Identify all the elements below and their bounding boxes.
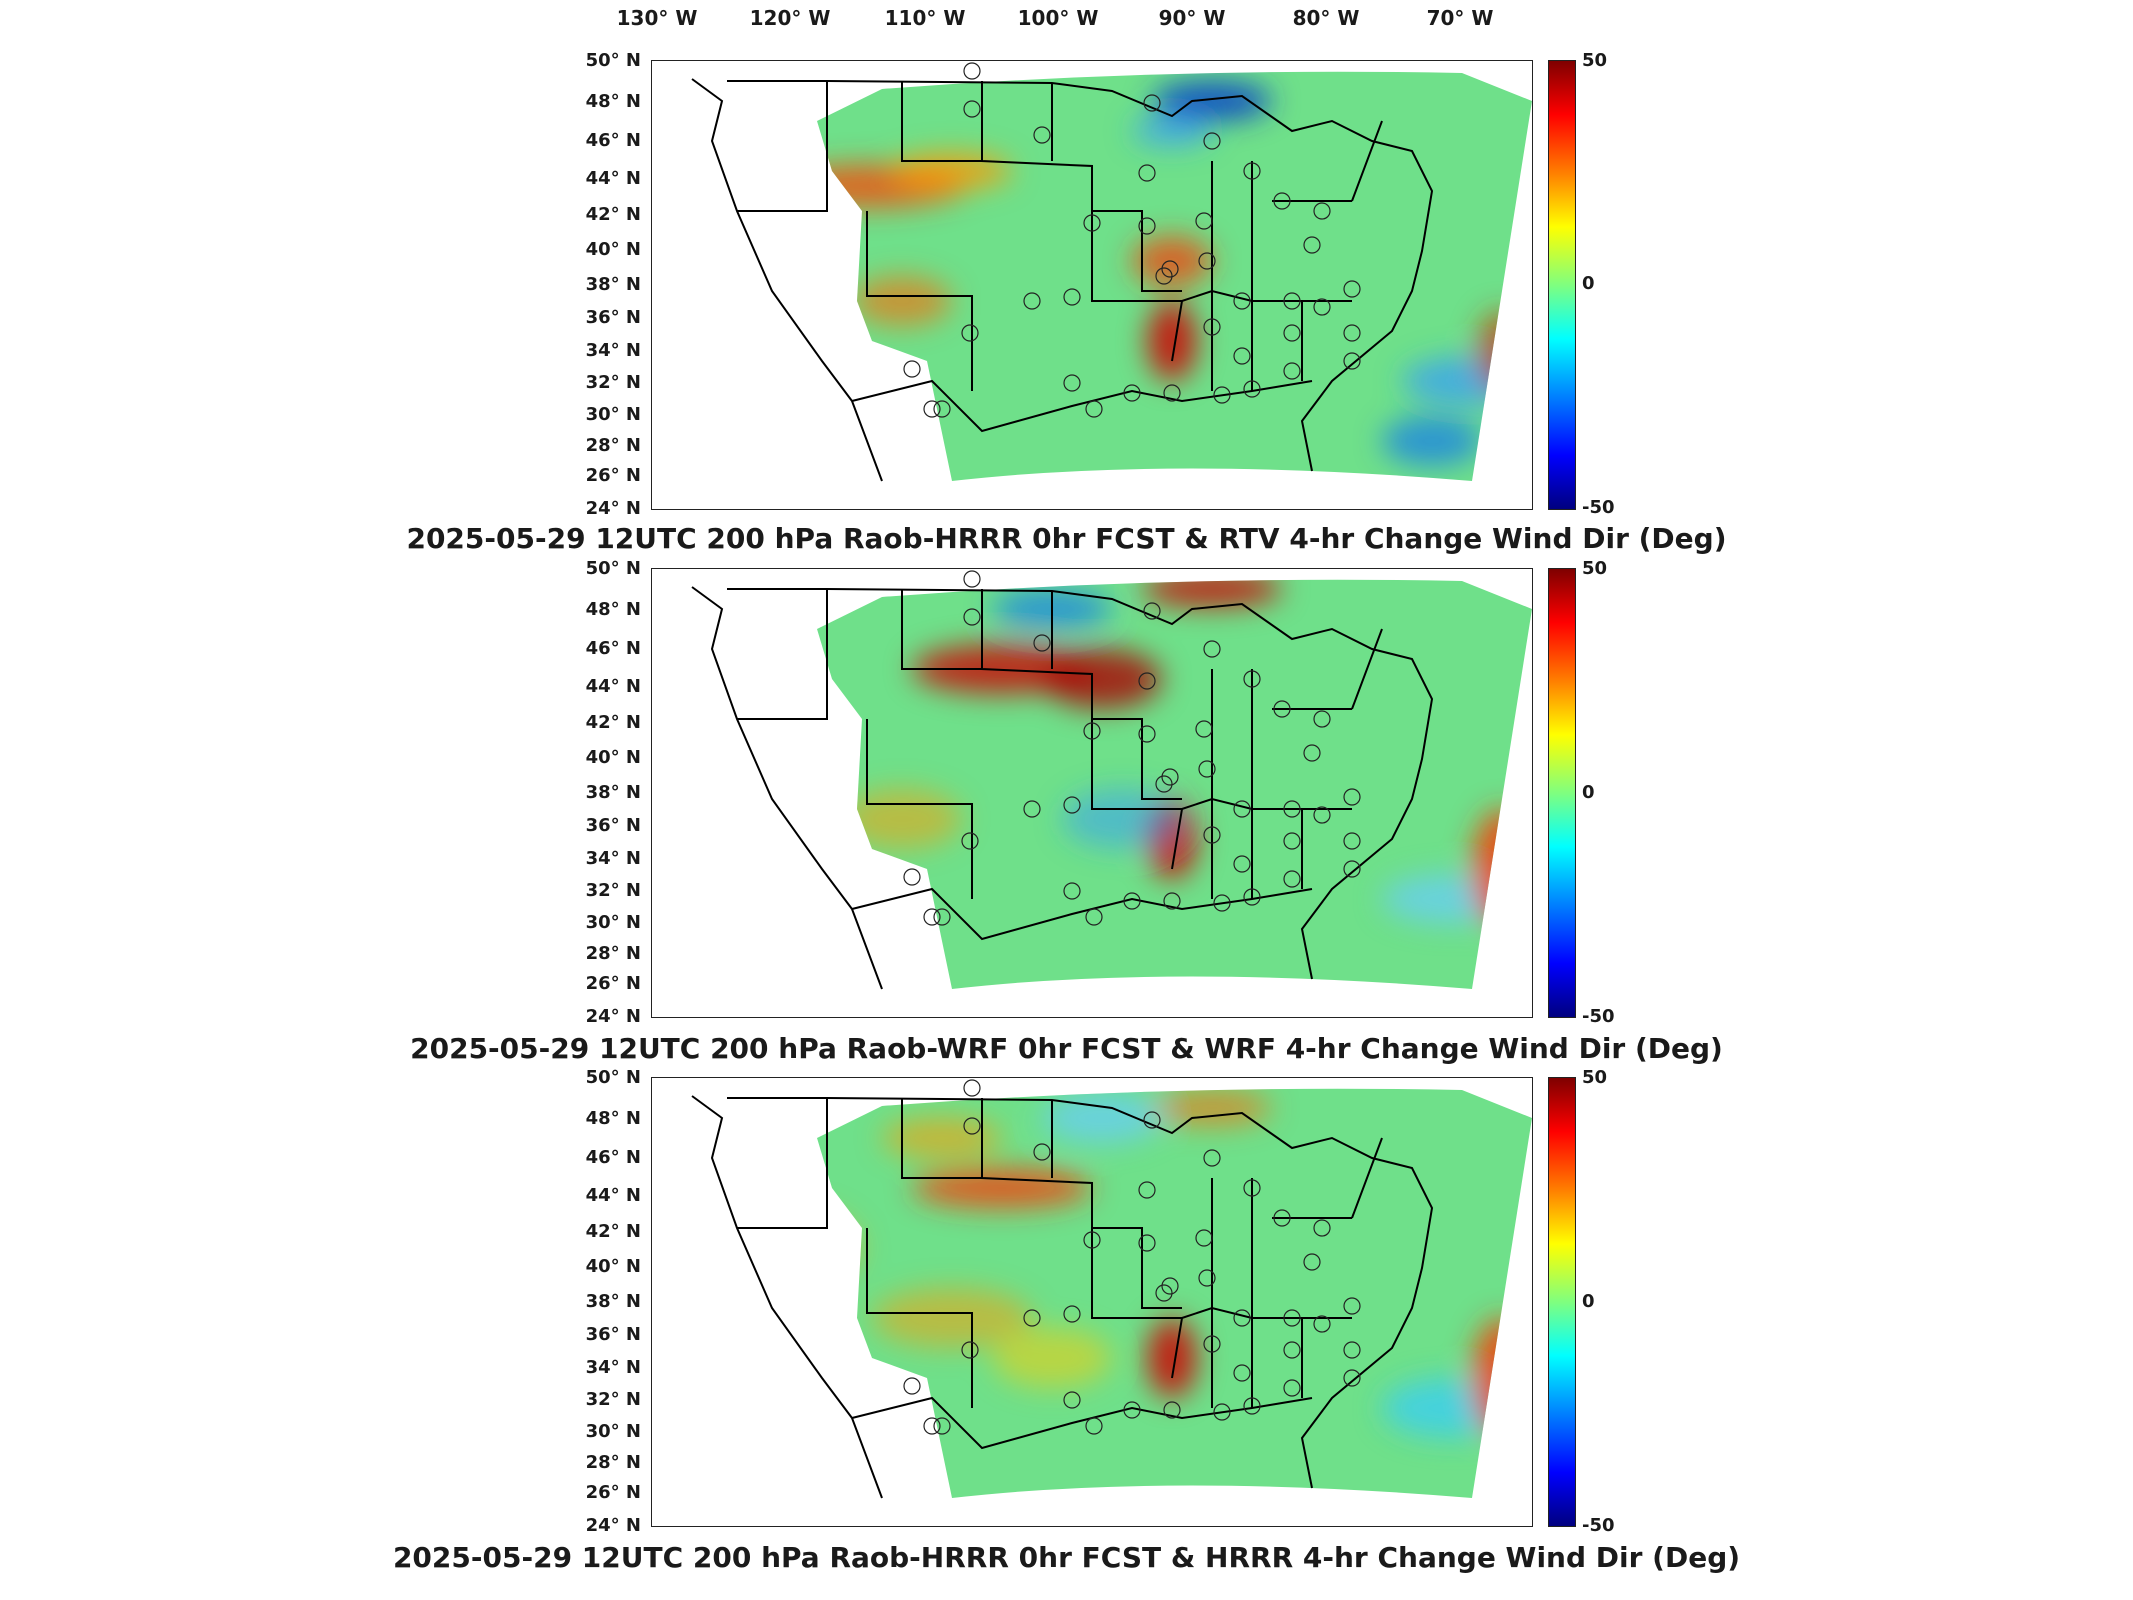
lat-label: 46° N xyxy=(585,1147,641,1168)
lat-label: 40° N xyxy=(585,239,641,260)
colorbar-max: 50 xyxy=(1582,558,1608,579)
lon-label: 110° W xyxy=(884,6,966,30)
colorbar-min: -50 xyxy=(1582,1515,1615,1536)
map-canvas xyxy=(691,1079,1532,1499)
lat-label: 46° N xyxy=(585,130,641,151)
lat-label: 34° N xyxy=(585,340,641,361)
lon-label: 130° W xyxy=(616,6,698,30)
lat-label: 26° N xyxy=(585,465,641,486)
map-frame xyxy=(651,1077,1533,1527)
lat-label: 44° N xyxy=(585,168,641,189)
panel-title: 2025-05-29 12UTC 200 hPa Raob-WRF 0hr FC… xyxy=(410,1032,1723,1065)
lat-label: 34° N xyxy=(585,848,641,869)
colorbar xyxy=(1548,1077,1576,1527)
lat-label: 50° N xyxy=(585,558,641,579)
lat-label: 48° N xyxy=(585,91,641,112)
lat-label: 32° N xyxy=(585,372,641,393)
lat-label: 48° N xyxy=(585,599,641,620)
lat-label: 34° N xyxy=(585,1357,641,1378)
lat-label: 24° N xyxy=(585,1006,641,1027)
lat-label: 32° N xyxy=(585,1389,641,1410)
lat-label: 38° N xyxy=(585,1291,641,1312)
colorbar xyxy=(1548,60,1576,510)
lat-label: 30° N xyxy=(585,404,641,425)
lat-label: 42° N xyxy=(585,1221,641,1242)
lat-label: 48° N xyxy=(585,1108,641,1129)
lat-label: 28° N xyxy=(585,943,641,964)
lon-label: 80° W xyxy=(1292,6,1360,30)
lat-label: 28° N xyxy=(585,1452,641,1473)
colorbar-max: 50 xyxy=(1582,1067,1608,1088)
lat-label: 44° N xyxy=(585,676,641,697)
lat-label: 50° N xyxy=(585,1067,641,1088)
lat-label: 28° N xyxy=(585,435,641,456)
colorbar-mid: 0 xyxy=(1582,273,1595,294)
colorbar-mid: 0 xyxy=(1582,1291,1595,1312)
lat-label: 50° N xyxy=(585,50,641,71)
colorbar-min: -50 xyxy=(1582,1006,1615,1027)
map-canvas xyxy=(691,62,1532,482)
lat-label: 38° N xyxy=(585,782,641,803)
lat-label: 36° N xyxy=(585,815,641,836)
lat-label: 24° N xyxy=(585,498,641,519)
lat-label: 30° N xyxy=(585,1421,641,1442)
lat-label: 24° N xyxy=(585,1515,641,1536)
lat-label: 30° N xyxy=(585,912,641,933)
lat-label: 46° N xyxy=(585,638,641,659)
colorbar xyxy=(1548,568,1576,1018)
panel-title: 2025-05-29 12UTC 200 hPa Raob-HRRR 0hr F… xyxy=(406,522,1727,555)
map-frame xyxy=(651,568,1533,1018)
lat-label: 36° N xyxy=(585,1324,641,1345)
lat-label: 44° N xyxy=(585,1185,641,1206)
colorbar-min: -50 xyxy=(1582,497,1615,518)
map-canvas xyxy=(691,570,1532,990)
lat-label: 26° N xyxy=(585,973,641,994)
lat-label: 36° N xyxy=(585,307,641,328)
colorbar-mid: 0 xyxy=(1582,782,1595,803)
lon-label: 90° W xyxy=(1158,6,1226,30)
colorbar-max: 50 xyxy=(1582,50,1608,71)
lat-label: 42° N xyxy=(585,712,641,733)
lon-label: 70° W xyxy=(1426,6,1494,30)
lat-label: 40° N xyxy=(585,1256,641,1277)
lon-label: 120° W xyxy=(749,6,831,30)
lon-label: 100° W xyxy=(1017,6,1099,30)
lat-label: 42° N xyxy=(585,204,641,225)
lat-label: 40° N xyxy=(585,747,641,768)
longitude-axis: 130° W 120° W 110° W 100° W 90° W 80° W … xyxy=(600,6,1560,36)
panel-title: 2025-05-29 12UTC 200 hPa Raob-HRRR 0hr F… xyxy=(392,1541,1741,1574)
lat-label: 32° N xyxy=(585,880,641,901)
lat-label: 26° N xyxy=(585,1482,641,1503)
map-frame xyxy=(651,60,1533,510)
lat-label: 38° N xyxy=(585,274,641,295)
